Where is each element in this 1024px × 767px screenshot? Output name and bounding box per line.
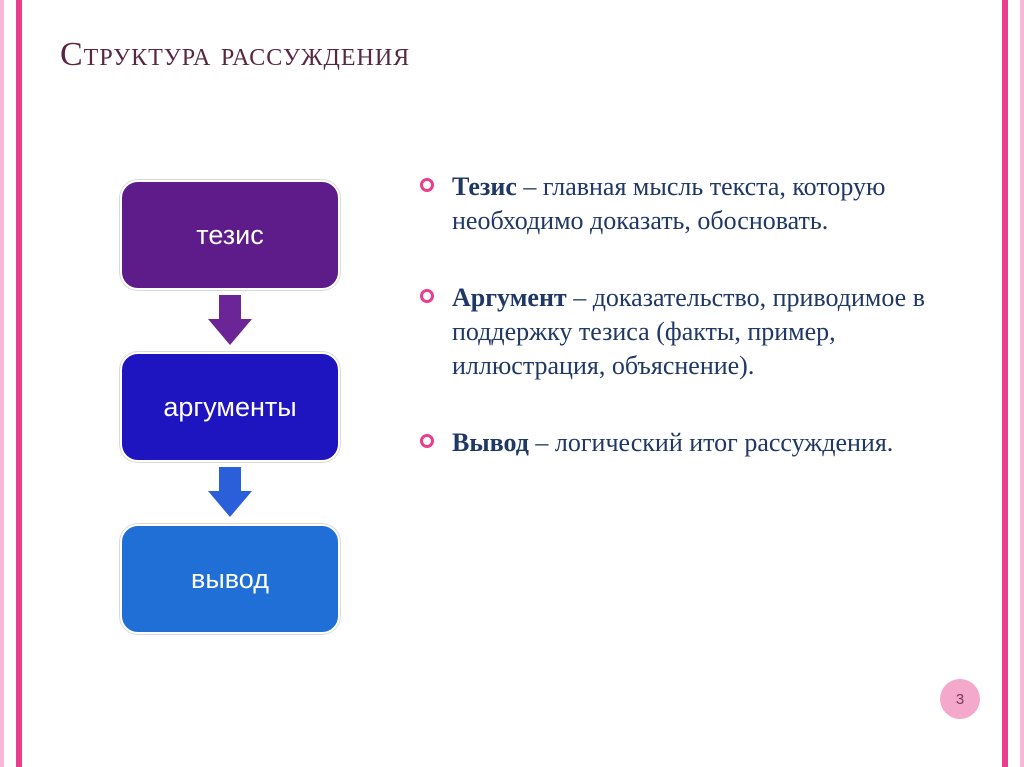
flow-node-label: вывод <box>191 564 269 595</box>
definition-item: Вывод – логический итог рассуждения. <box>420 426 964 460</box>
flow-node-label: аргументы <box>163 392 296 423</box>
definition-term: Вывод <box>452 428 529 457</box>
flow-arrow <box>208 462 252 524</box>
definition-desc: – логический итог рассуждения. <box>529 428 893 457</box>
slide-title: Структура рассуждения <box>60 36 410 74</box>
flow-node: вывод <box>120 524 340 634</box>
definition-text: Аргумент – доказательство, приводимое в … <box>452 281 964 384</box>
bullet-ring-icon <box>420 434 434 448</box>
bullet-ring-icon <box>420 289 434 303</box>
slide-inner-frame-right <box>1002 0 1008 767</box>
flow-arrow <box>208 290 252 352</box>
bullet-ring-icon <box>420 178 434 192</box>
definitions-list: Тезис – главная мысль текста, которую не… <box>420 170 964 460</box>
definition-item: Тезис – главная мысль текста, которую не… <box>420 170 964 239</box>
content-area: тезис аргументы вывод Тезис – главная мысл… <box>60 150 964 727</box>
page-number-badge: 3 <box>940 679 980 719</box>
flow-diagram: тезис аргументы вывод <box>60 150 400 727</box>
definition-term: Аргумент <box>452 283 567 312</box>
definition-text: Вывод – логический итог рассуждения. <box>452 426 964 460</box>
flow-node: тезис <box>120 180 340 290</box>
definition-term: Тезис <box>452 172 517 201</box>
definition-text: Тезис – главная мысль текста, которую не… <box>452 170 964 239</box>
definition-item: Аргумент – доказательство, приводимое в … <box>420 281 964 384</box>
flow-node-label: тезис <box>196 220 263 251</box>
page-number: 3 <box>956 691 964 708</box>
definition-desc: – главная мысль текста, которую необходи… <box>452 172 885 235</box>
slide-inner-frame-left <box>16 0 22 767</box>
flow-node: аргументы <box>120 352 340 462</box>
definitions-column: Тезис – главная мысль текста, которую не… <box>400 150 964 727</box>
